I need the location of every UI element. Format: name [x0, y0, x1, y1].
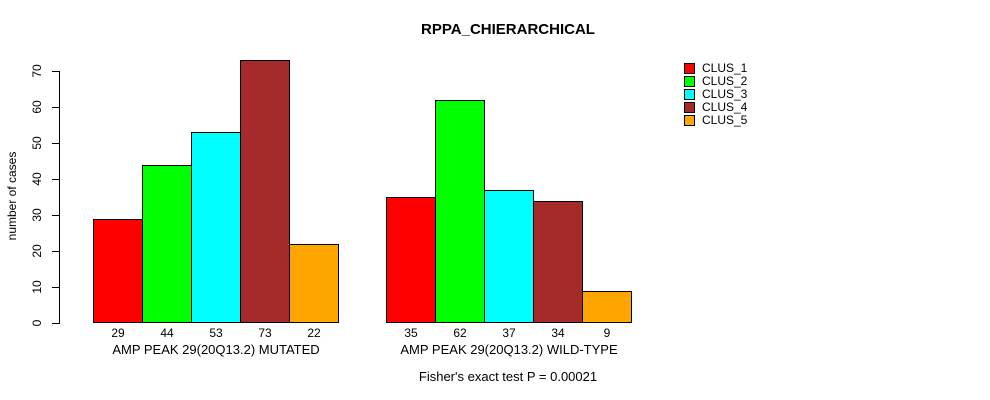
bar-clus_5-group1 — [289, 244, 339, 323]
y-axis-tick — [52, 179, 59, 180]
bar-clus_3-group1 — [191, 132, 241, 323]
y-axis-tick — [52, 251, 59, 252]
legend-label: CLUS_5 — [702, 113, 748, 127]
bar-value-label: 29 — [111, 326, 125, 340]
legend-label: CLUS_1 — [702, 61, 748, 75]
y-axis-tick — [52, 107, 59, 108]
legend-item: CLUS_3 — [684, 88, 747, 101]
bar-value-label: 34 — [551, 326, 565, 340]
bar-clus_2-group1 — [142, 165, 192, 323]
legend-swatch — [684, 115, 695, 126]
legend-item: CLUS_2 — [684, 75, 747, 88]
y-axis-tick-label: 50 — [30, 136, 44, 150]
legend-item: CLUS_5 — [684, 114, 747, 127]
bar-value-label: 44 — [160, 326, 174, 340]
fisher-test-subtitle: Fisher's exact test P = 0.00021 — [418, 369, 598, 384]
legend-swatch — [684, 89, 695, 100]
bar-value-label: 35 — [404, 326, 418, 340]
y-axis-tick-label: 20 — [30, 244, 44, 258]
y-axis-tick-label: 10 — [30, 280, 44, 294]
bar-value-label: 53 — [209, 326, 223, 340]
bar-clus_4-group1 — [240, 60, 290, 323]
y-axis-tick-label: 60 — [30, 100, 44, 114]
legend-swatch — [684, 76, 695, 87]
bar-value-label: 37 — [502, 326, 516, 340]
y-axis-tick-label: 70 — [30, 64, 44, 78]
bar-clus_2-group2 — [435, 100, 485, 323]
bar-value-label: 62 — [453, 326, 467, 340]
y-axis-tick — [52, 143, 59, 144]
bar-value-label: 22 — [307, 326, 321, 340]
y-axis-label: number of cases — [5, 151, 19, 241]
y-axis-tick — [52, 215, 59, 216]
legend-item: CLUS_1 — [684, 62, 747, 75]
chart-title: RPPA_CHIERARCHICAL — [421, 21, 595, 38]
y-axis-tick — [52, 323, 59, 324]
legend: CLUS_1 CLUS_2 CLUS_3 CLUS_4 CLUS_5 — [684, 62, 747, 127]
y-axis-tick — [52, 71, 59, 72]
group-label: AMP PEAK 29(20Q13.2) WILD-TYPE — [400, 342, 618, 357]
bar-clus_3-group2 — [484, 190, 534, 323]
bar-clus_5-group2 — [582, 291, 632, 323]
legend-label: CLUS_2 — [702, 74, 748, 88]
y-axis-tick-label: 40 — [30, 172, 44, 186]
y-axis-line — [59, 71, 60, 324]
legend-label: CLUS_3 — [702, 87, 748, 101]
bar-clus_1-group1 — [93, 219, 143, 323]
legend-swatch — [684, 63, 695, 74]
y-axis-tick-label: 0 — [30, 319, 44, 327]
bar-clus_4-group2 — [533, 201, 583, 323]
y-axis-tick-label: 30 — [30, 208, 44, 222]
bar-clus_1-group2 — [386, 197, 436, 323]
bar-value-label: 73 — [258, 326, 272, 340]
legend-item: CLUS_4 — [684, 101, 747, 114]
legend-label: CLUS_4 — [702, 100, 748, 114]
legend-swatch — [684, 102, 695, 113]
bar-value-label: 9 — [603, 326, 611, 340]
group-label: AMP PEAK 29(20Q13.2) MUTATED — [112, 342, 320, 357]
y-axis-tick — [52, 287, 59, 288]
